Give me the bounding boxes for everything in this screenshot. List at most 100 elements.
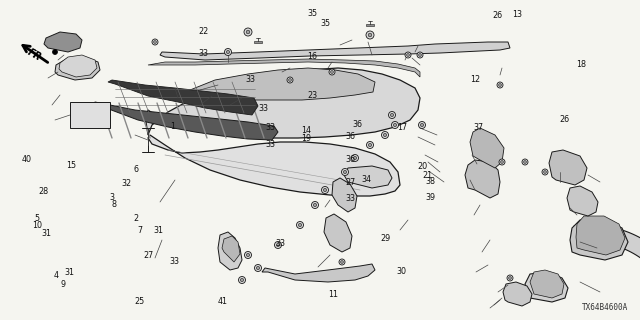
Text: 36: 36 (346, 156, 356, 164)
Polygon shape (188, 68, 375, 100)
Text: 21: 21 (422, 171, 433, 180)
Text: 31: 31 (41, 229, 51, 238)
Circle shape (394, 124, 397, 127)
Circle shape (312, 202, 319, 209)
Circle shape (246, 253, 250, 257)
Circle shape (342, 169, 349, 175)
Text: 29: 29 (380, 234, 390, 243)
Polygon shape (324, 214, 352, 252)
Polygon shape (570, 220, 628, 260)
Circle shape (331, 71, 333, 73)
Text: 31: 31 (154, 226, 164, 235)
Text: 35: 35 (320, 19, 330, 28)
Polygon shape (160, 42, 510, 60)
Circle shape (419, 54, 421, 56)
Text: 8: 8 (111, 200, 116, 209)
Text: 15: 15 (67, 161, 77, 170)
Text: 38: 38 (425, 177, 435, 186)
Circle shape (367, 141, 374, 148)
Text: 22: 22 (198, 28, 209, 36)
Polygon shape (108, 80, 258, 115)
Text: 28: 28 (38, 187, 49, 196)
Text: 26: 26 (493, 12, 503, 20)
Text: 36: 36 (352, 120, 362, 129)
Text: 37: 37 (474, 123, 484, 132)
Text: 33: 33 (198, 49, 209, 58)
Text: 33: 33 (259, 104, 269, 113)
Text: 19: 19 (301, 134, 311, 143)
Circle shape (351, 155, 358, 162)
Text: 5: 5 (34, 214, 39, 223)
Text: 30: 30 (397, 267, 407, 276)
Text: 12: 12 (470, 75, 480, 84)
Text: 23: 23 (307, 91, 317, 100)
Text: 13: 13 (512, 10, 522, 19)
Circle shape (344, 171, 347, 173)
Circle shape (368, 33, 372, 37)
Text: 2: 2 (133, 214, 138, 223)
Circle shape (543, 171, 547, 173)
Circle shape (507, 275, 513, 281)
Text: 33: 33 (246, 75, 256, 84)
Circle shape (298, 223, 301, 227)
Circle shape (257, 267, 260, 269)
Circle shape (499, 84, 501, 86)
Text: 9: 9 (60, 280, 65, 289)
Circle shape (390, 113, 394, 116)
Polygon shape (366, 24, 374, 26)
Polygon shape (344, 166, 392, 188)
Text: 7: 7 (137, 226, 142, 235)
Circle shape (383, 133, 387, 137)
Text: 16: 16 (307, 52, 317, 61)
Text: 32: 32 (122, 179, 132, 188)
Text: 33: 33 (275, 239, 285, 248)
Circle shape (388, 111, 396, 118)
Polygon shape (470, 128, 504, 168)
Circle shape (542, 169, 548, 175)
Circle shape (276, 244, 280, 247)
Circle shape (152, 39, 158, 45)
Polygon shape (59, 55, 97, 77)
Circle shape (405, 52, 411, 58)
Circle shape (420, 124, 424, 127)
Text: 18: 18 (576, 60, 586, 69)
Text: 14: 14 (301, 126, 311, 135)
Polygon shape (567, 186, 598, 216)
Circle shape (500, 161, 503, 163)
Polygon shape (146, 68, 420, 138)
Polygon shape (148, 135, 400, 196)
Polygon shape (222, 236, 240, 262)
Circle shape (314, 204, 317, 207)
Circle shape (255, 265, 262, 271)
Circle shape (52, 50, 58, 54)
Circle shape (225, 49, 232, 55)
Polygon shape (254, 41, 262, 43)
Circle shape (366, 31, 374, 39)
Circle shape (497, 82, 503, 88)
Circle shape (244, 28, 252, 36)
Text: FR: FR (26, 47, 43, 63)
Text: 27: 27 (346, 178, 356, 187)
Text: 41: 41 (218, 297, 228, 306)
Circle shape (353, 156, 356, 160)
Text: 17: 17 (397, 123, 407, 132)
Polygon shape (92, 102, 278, 140)
Text: 11: 11 (328, 290, 338, 299)
Circle shape (275, 242, 282, 249)
Text: 39: 39 (425, 193, 435, 202)
Text: 3: 3 (109, 193, 115, 202)
Circle shape (369, 143, 372, 147)
Text: 40: 40 (22, 156, 32, 164)
Circle shape (296, 221, 303, 228)
Circle shape (239, 276, 246, 284)
Circle shape (419, 122, 426, 129)
Circle shape (499, 159, 505, 165)
Circle shape (339, 259, 345, 265)
Text: 33: 33 (265, 140, 275, 149)
Text: 31: 31 (64, 268, 74, 277)
Bar (70, 102, 110, 128)
Circle shape (246, 30, 250, 34)
Polygon shape (525, 272, 568, 302)
Text: 33: 33 (265, 123, 275, 132)
Polygon shape (503, 282, 532, 306)
